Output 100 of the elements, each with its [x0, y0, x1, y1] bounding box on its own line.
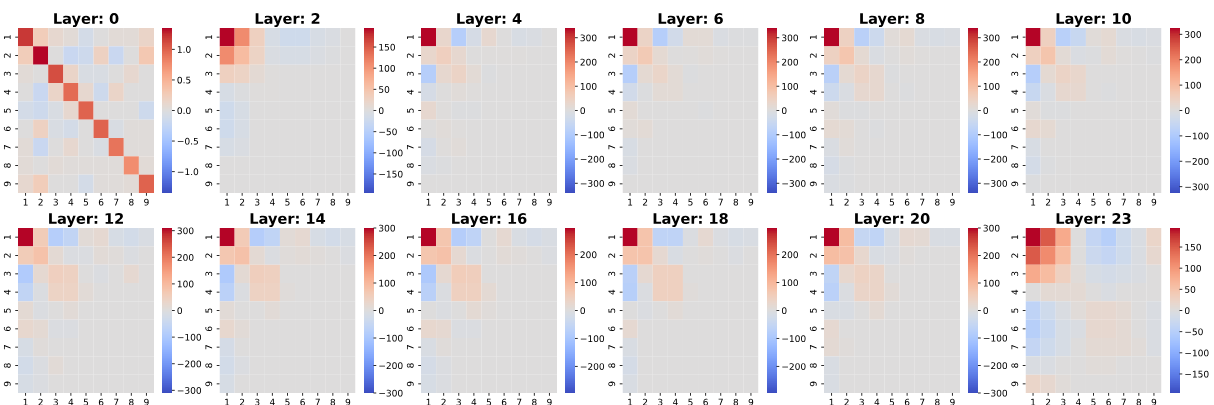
x-tick-label: 1 — [23, 398, 28, 405]
color-bar-label: −100 — [580, 131, 605, 139]
x-tick-label: 7 — [920, 398, 925, 405]
x-tick-label: 5 — [486, 198, 492, 206]
x-tick-label: 3 — [255, 398, 260, 405]
color-bar-label: 150 — [1185, 243, 1201, 251]
x-tick-label: 8 — [935, 398, 940, 405]
chart-title: Layer: 14 — [250, 213, 326, 227]
color-bar-label: −300 — [379, 389, 403, 397]
x-tick-label: 2 — [441, 198, 446, 206]
y-tick-label: 4 — [3, 289, 11, 295]
color-bar-label: −300 — [1185, 183, 1209, 191]
x-tick-label: 6 — [501, 398, 507, 405]
color-bar-label: −300 — [983, 180, 1008, 187]
y-tick-label: 5 — [608, 108, 616, 113]
x-tick-label: 4 — [1075, 198, 1081, 206]
x-tick-label: 2 — [844, 398, 849, 405]
color-bar-label: 100 — [580, 279, 597, 287]
y-tick-label: 9 — [809, 181, 817, 187]
y-tick-label: 9 — [406, 381, 414, 387]
x-tick-label: 4 — [269, 198, 275, 206]
x-tick-label: 7 — [517, 198, 522, 206]
x-tick-label: 7 — [315, 398, 320, 405]
y-tick-label: 4 — [205, 89, 213, 95]
y-tick-label: 6 — [205, 326, 213, 332]
x-tick-label: 3 — [1061, 398, 1066, 405]
y-tick-label: 9 — [608, 381, 616, 387]
color-bar-label: −300 — [177, 387, 202, 394]
color-bar-label: 0 — [378, 107, 384, 115]
x-tick-label: 1 — [829, 198, 834, 206]
color-bar-label: 1.0 — [177, 46, 191, 53]
color-bar-label: −100 — [782, 335, 806, 343]
x-tick-label: 6 — [1106, 198, 1111, 206]
y-tick-label: 4 — [3, 89, 11, 95]
y-tick-label: 5 — [3, 308, 11, 313]
color-bar-label: 300 — [983, 224, 1000, 232]
y-tick-label: 5 — [809, 308, 817, 313]
y-tick-label: 4 — [406, 89, 414, 95]
y-tick-label: 8 — [3, 163, 11, 168]
y-tick-label: 4 — [205, 289, 213, 295]
color-bar-label: 300 — [983, 34, 1000, 42]
y-tick-label: 3 — [809, 71, 817, 77]
y-tick-label: 1 — [608, 35, 616, 40]
color-bar-label: 100 — [177, 280, 194, 288]
y-tick-label: 6 — [809, 126, 817, 132]
y-tick-label: 4 — [809, 89, 817, 95]
y-tick-label: 9 — [205, 181, 213, 187]
x-tick-label: 6 — [904, 398, 910, 405]
x-tick-label: 7 — [315, 198, 320, 206]
color-bar-label: 0 — [378, 307, 384, 315]
y-tick-label: 1 — [406, 35, 414, 40]
y-tick-label: 3 — [1011, 271, 1019, 277]
color-bar-label: 300 — [1185, 31, 1201, 38]
y-tick-label: 2 — [3, 253, 11, 258]
y-tick-label: 1 — [1011, 35, 1019, 40]
x-tick-label: 6 — [300, 398, 305, 405]
y-tick-label: 3 — [809, 271, 817, 277]
x-tick-label: 7 — [1121, 398, 1126, 405]
y-tick-label: 8 — [1011, 363, 1019, 368]
color-bar-label: −100 — [1185, 349, 1209, 357]
x-tick-label: 5 — [83, 398, 89, 405]
x-tick-label: 8 — [1136, 198, 1142, 206]
chart-title: Layer: 23 — [1056, 213, 1131, 227]
y-tick-label: 2 — [406, 253, 414, 258]
color-bar-label: −200 — [782, 363, 806, 370]
x-tick-label: 3 — [456, 398, 461, 405]
x-tick-label: 2 — [441, 398, 446, 405]
y-tick-label: 5 — [406, 108, 414, 113]
y-tick-label: 1 — [3, 235, 11, 240]
x-tick-label: 7 — [718, 398, 723, 405]
color-bar-label: 0 — [1184, 307, 1190, 315]
x-tick-label: 6 — [501, 198, 507, 206]
x-tick-label: 2 — [239, 198, 245, 206]
y-tick-label: 7 — [809, 345, 817, 350]
x-tick-label: 7 — [920, 198, 925, 206]
y-tick-label: 4 — [406, 289, 414, 295]
y-tick-label: 8 — [809, 363, 817, 368]
y-tick-label: 1 — [608, 235, 616, 240]
x-tick-label: 8 — [733, 198, 739, 206]
x-tick-label: 1 — [1031, 198, 1036, 206]
x-tick-label: 4 — [471, 198, 477, 206]
color-bar-label: 0 — [781, 307, 787, 315]
x-tick-label: 2 — [642, 198, 648, 206]
y-tick-label: 7 — [608, 145, 616, 150]
color-bar-label: −0.5 — [177, 137, 198, 145]
x-tick-label: 9 — [1151, 398, 1157, 405]
y-tick-label: 6 — [608, 126, 616, 132]
y-tick-label: 9 — [608, 181, 616, 187]
y-tick-label: 2 — [1011, 53, 1019, 58]
color-bar-label: 0 — [1184, 107, 1190, 115]
y-tick-label: 8 — [809, 163, 817, 168]
color-bar-label: 0 — [580, 307, 586, 315]
y-tick-label: 2 — [205, 253, 213, 258]
x-tick-label: 3 — [255, 198, 260, 206]
y-tick-label: 1 — [1011, 235, 1019, 240]
color-bar-label: 0.5 — [177, 76, 191, 84]
y-tick-label: 6 — [205, 126, 213, 132]
y-tick-label: 8 — [3, 363, 11, 368]
x-tick-label: 5 — [1091, 198, 1096, 206]
x-tick-label: 1 — [829, 398, 834, 405]
